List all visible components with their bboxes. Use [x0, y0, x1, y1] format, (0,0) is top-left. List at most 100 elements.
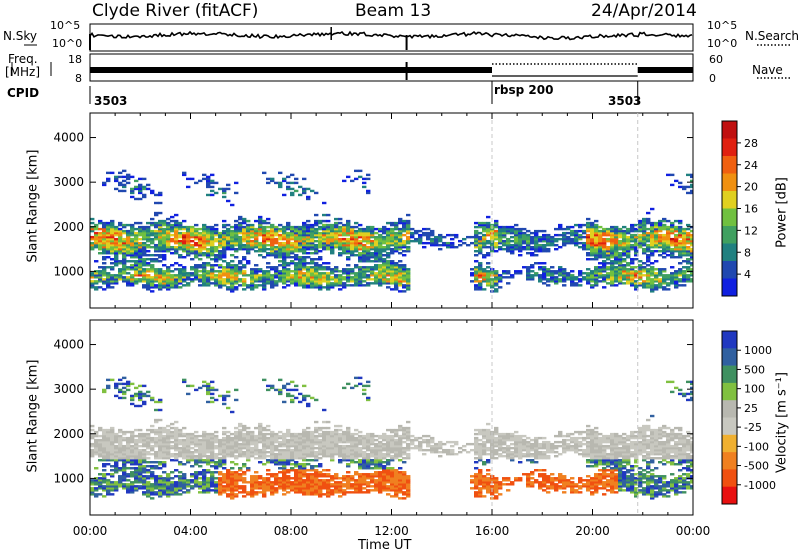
- velocity-cell: [206, 436, 211, 440]
- velocity-cell: [146, 452, 151, 456]
- power-cell: [90, 280, 95, 283]
- velocity-cell: [238, 491, 243, 494]
- power-cell: [206, 243, 211, 247]
- power-cell: [166, 217, 171, 221]
- power-cell: [266, 239, 271, 243]
- velocity-cell: [258, 487, 263, 490]
- power-cell: [670, 251, 675, 255]
- power-cell: [310, 276, 315, 279]
- power-cell: [422, 241, 427, 245]
- power-cell: [518, 241, 523, 245]
- power-cell: [158, 221, 163, 225]
- velocity-cell: [274, 477, 279, 480]
- power-cell: [138, 251, 143, 255]
- power-cell: [330, 245, 335, 249]
- power-cell: [274, 280, 279, 283]
- velocity-cell: [158, 489, 163, 492]
- power-cell: [354, 235, 359, 239]
- power-cell: [326, 247, 331, 251]
- velocity-cell: [150, 483, 155, 486]
- velocity-cell: [262, 442, 267, 446]
- velocity-cell: [222, 396, 227, 400]
- velocity-cell: [154, 465, 159, 468]
- power-cell: [622, 239, 627, 243]
- power-cell: [186, 235, 191, 239]
- power-cell: [178, 254, 183, 257]
- power-cell: [510, 243, 515, 247]
- velocity-cell: [162, 485, 167, 488]
- power-cell: [486, 262, 491, 265]
- power-cell: [358, 241, 363, 245]
- power-cell: [402, 276, 407, 279]
- power-cell: [270, 179, 275, 183]
- power-cell: [686, 247, 691, 251]
- power-cell: [354, 274, 359, 277]
- velocity-cell: [138, 465, 143, 468]
- power-cell: [170, 215, 175, 219]
- power-cell: [230, 268, 235, 271]
- power-cell: [198, 284, 203, 287]
- velocity-cell: [218, 442, 223, 446]
- power-cell: [634, 270, 639, 273]
- power-cell: [634, 266, 639, 269]
- velocity-cell: [310, 489, 315, 492]
- power-cell: [382, 278, 387, 281]
- power-cell: [406, 237, 411, 241]
- velocity-cell: [190, 440, 195, 444]
- power-cell: [170, 282, 175, 285]
- power-cell: [286, 239, 291, 243]
- velocity-cell: [286, 485, 291, 488]
- power-cell: [450, 243, 455, 247]
- velocity-cell: [258, 483, 263, 486]
- power-cell: [418, 241, 423, 245]
- power-cell: [138, 187, 143, 191]
- velocity-cell: [314, 475, 319, 478]
- power-cell: [318, 280, 323, 283]
- velocity-cell: [218, 481, 223, 484]
- power-cell: [562, 276, 567, 279]
- power-cell: [390, 223, 395, 227]
- velocity-cell: [226, 493, 231, 496]
- power-cell: [674, 249, 679, 253]
- power-cell: [562, 278, 567, 281]
- velocity-cell: [218, 471, 223, 474]
- power-cell: [306, 245, 311, 249]
- power-cell: [402, 249, 407, 253]
- power-cell: [254, 245, 259, 249]
- power-cell: [286, 270, 291, 273]
- power-cell: [350, 251, 355, 255]
- velocity-cell: [322, 473, 327, 476]
- power-cell: [610, 243, 615, 247]
- power-cell: [406, 274, 411, 277]
- velocity-cell: [282, 487, 287, 490]
- power-cell: [490, 235, 495, 239]
- velocity-cell: [102, 489, 107, 492]
- power-cell: [194, 231, 199, 235]
- power-cell: [222, 272, 227, 275]
- power-cell: [162, 272, 167, 275]
- velocity-cell: [290, 432, 295, 436]
- velocity-cell: [322, 430, 327, 434]
- power-cell: [494, 225, 499, 229]
- velocity-cell: [210, 388, 215, 392]
- velocity-cell: [118, 436, 123, 440]
- power-cell: [562, 270, 567, 273]
- velocity-cell: [166, 448, 171, 452]
- power-cell: [118, 223, 123, 227]
- power-cell: [114, 262, 119, 265]
- velocity-cell: [322, 444, 327, 448]
- power-cell: [478, 221, 483, 225]
- power-cell: [134, 278, 139, 281]
- power-cell: [378, 229, 383, 233]
- power-cell: [202, 231, 207, 235]
- velocity-cell: [170, 485, 175, 488]
- velocity-cell: [110, 436, 115, 440]
- velocity-cell: [230, 448, 235, 452]
- power-cell: [154, 213, 159, 217]
- velocity-cell: [234, 456, 239, 460]
- power-cell: [314, 286, 319, 289]
- velocity-cell: [318, 428, 323, 432]
- velocity-cell: [194, 438, 199, 442]
- power-cell: [662, 288, 667, 291]
- power-cell: [526, 247, 531, 251]
